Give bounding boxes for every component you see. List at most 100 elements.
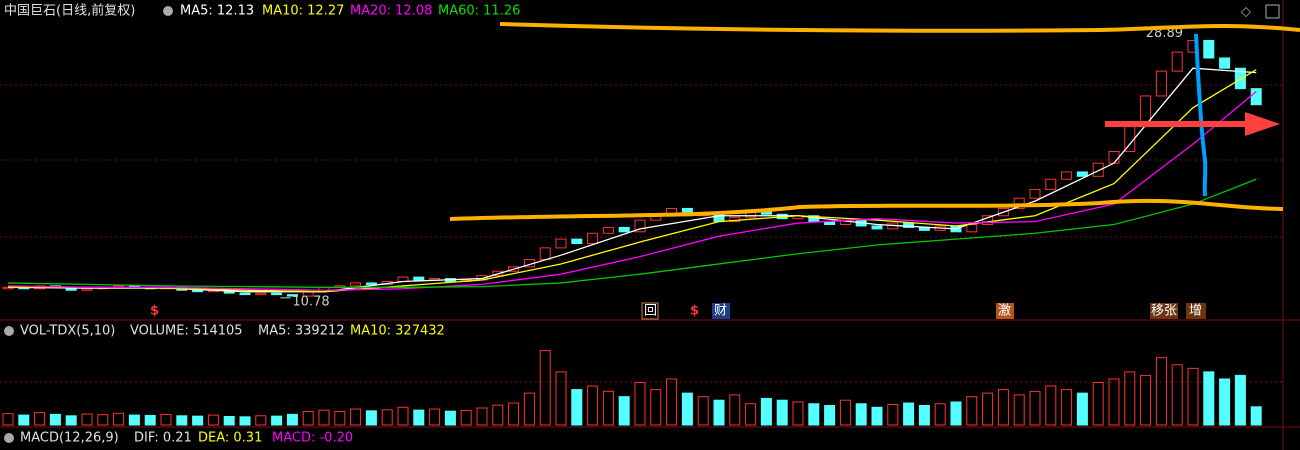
volume-bar: [808, 403, 820, 426]
volume-bar: [650, 389, 662, 426]
candle-body: [255, 292, 267, 296]
volume-bar: [539, 350, 551, 426]
volume-bar: [318, 409, 330, 426]
dropdown[interactable]: [4, 326, 14, 336]
volume-bar: [365, 410, 377, 426]
volume-bar: [397, 406, 409, 426]
candle-body: [413, 276, 425, 281]
volume-bar: [571, 389, 583, 426]
volume-bar: [871, 406, 883, 426]
candle-body: [1045, 178, 1057, 190]
volume-bar: [128, 414, 140, 426]
volume-bar: [460, 409, 472, 426]
volume-bar: [1250, 406, 1262, 426]
vol-ma5: MA5: 339212: [258, 324, 345, 339]
dropdown[interactable]: [4, 433, 14, 443]
candle-body: [587, 232, 599, 244]
volume-bar: [824, 405, 836, 426]
candle-body: [1250, 88, 1262, 106]
candle-body: [555, 238, 567, 249]
event-marker[interactable]: 移张: [1151, 304, 1177, 319]
candle-body: [997, 207, 1009, 217]
volume-bar: [745, 403, 757, 426]
volume-bar: [966, 396, 978, 426]
volume-bar: [634, 382, 646, 426]
dropdown[interactable]: [163, 6, 173, 16]
volume-bar: [1203, 371, 1215, 426]
overlay-drawings: [449, 22, 1300, 221]
dea: DEA: 0.31: [198, 431, 262, 446]
ma-line: [7, 91, 1257, 291]
candle-body: [729, 216, 741, 223]
volume-bar: [81, 413, 93, 426]
macd-title: MACD(12,26,9): [20, 431, 119, 446]
volume-bar: [776, 399, 788, 426]
candle-body: [271, 292, 283, 296]
volume-bar: [887, 403, 899, 426]
icon-diamond[interactable]: ◇: [1241, 5, 1251, 20]
icon-window[interactable]: [1265, 4, 1280, 19]
volume-bar: [903, 402, 915, 426]
volume-bar: [223, 416, 235, 426]
volume-bar: [413, 409, 425, 426]
volume-bar: [792, 401, 804, 426]
event-box: [1150, 303, 1178, 319]
candle-body: [634, 219, 646, 233]
volume-bar: [444, 410, 456, 426]
volume-bar: [602, 390, 614, 426]
volume-bar: [97, 414, 109, 426]
candle-body: [81, 288, 93, 291]
volume-bar: [666, 378, 678, 426]
support-band: [449, 198, 1284, 221]
candle-body: [602, 226, 614, 234]
vol-ma10: MA10: 327432: [350, 324, 445, 339]
volume-bar: [429, 408, 441, 426]
candle-body: [571, 238, 583, 244]
vol-title: VOL-TDX(5,10): [20, 324, 115, 339]
volume-bar: [65, 415, 77, 426]
volume-bar: [508, 402, 520, 426]
volume-bar: [760, 397, 772, 426]
volume-bar: [34, 412, 46, 426]
event-box: [641, 302, 659, 320]
volume-bar: [1219, 378, 1231, 426]
volume-bar: [950, 401, 962, 426]
event-marker[interactable]: 增: [1189, 304, 1202, 319]
ma-line: [7, 67, 1257, 293]
event-marker[interactable]: $: [690, 304, 699, 319]
volume-bar: [555, 371, 567, 426]
volume-bar: [1124, 371, 1136, 426]
candle-body: [239, 292, 251, 296]
arrow-head: [1245, 112, 1280, 136]
event-marker[interactable]: 财: [714, 304, 727, 319]
volume-bar: [1092, 382, 1104, 426]
volume-bar: [2, 413, 14, 426]
volume-bar: [934, 403, 946, 426]
candle-body: [618, 226, 630, 233]
volume-bar: [713, 399, 725, 426]
volume-bar: [334, 411, 346, 426]
volume-bar: [144, 414, 156, 426]
event-marker[interactable]: 激: [998, 304, 1011, 319]
candle-body: [1061, 171, 1073, 180]
volume-bar: [681, 392, 693, 426]
vertical-marker: [1194, 33, 1208, 197]
resistance-band: [499, 22, 1300, 33]
volume-bar: [350, 408, 362, 426]
title: 中国巨石(日线,前复权): [4, 3, 135, 19]
event-marker[interactable]: $: [150, 304, 159, 319]
candle-body: [1171, 51, 1183, 72]
volume-bar: [997, 389, 1009, 426]
candle-body: [492, 270, 504, 277]
volume-bar: [1061, 389, 1073, 426]
event-marker[interactable]: 回: [644, 304, 657, 319]
volume-bar: [381, 409, 393, 426]
volume-bar: [476, 407, 488, 426]
candle-body: [1203, 39, 1215, 59]
volume-bar: [192, 415, 204, 426]
candle-body: [1076, 171, 1088, 177]
volume-bar: [523, 392, 535, 426]
